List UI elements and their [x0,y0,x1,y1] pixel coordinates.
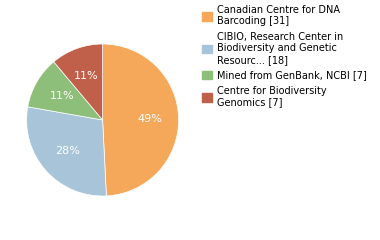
Wedge shape [103,44,179,196]
Text: 11%: 11% [74,71,99,81]
Wedge shape [27,107,106,196]
Wedge shape [54,44,103,120]
Legend: Canadian Centre for DNA
Barcoding [31], CIBIO, Research Center in
Biodiversity a: Canadian Centre for DNA Barcoding [31], … [203,5,367,107]
Wedge shape [28,62,103,120]
Text: 28%: 28% [55,146,80,156]
Text: 49%: 49% [137,114,162,124]
Text: 11%: 11% [49,91,74,102]
